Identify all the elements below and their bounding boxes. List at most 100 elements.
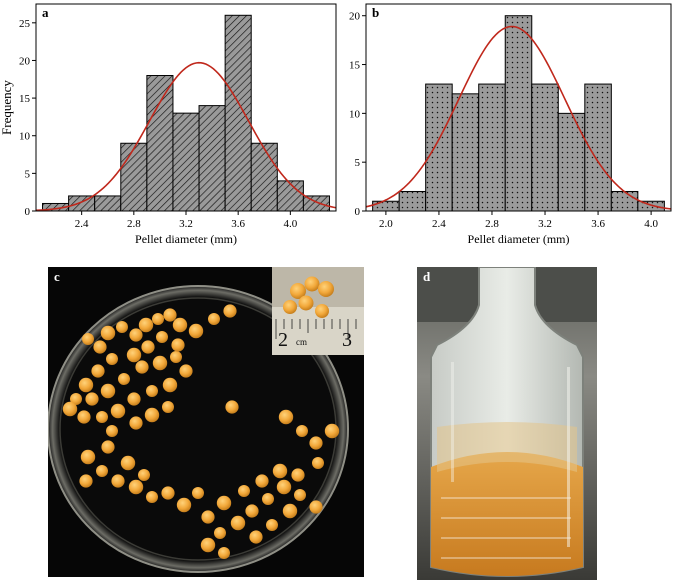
pellet [296,425,308,437]
bar-b-3 [451,93,480,212]
ytick-label-b-4: 20 [349,11,361,23]
pellet [70,393,82,405]
ruler-label-3: 3 [342,329,352,351]
pellet [100,325,116,341]
pellet [118,373,130,385]
panel-label-c: c [54,269,60,284]
xtick-label-b-1: 2.4 [432,218,446,230]
petri-dish-photo: 2 cm 3 c [48,267,364,577]
pellet [106,425,118,437]
pellet [216,495,232,511]
pellet [309,500,323,514]
xtick-label-b-4: 3.6 [591,218,605,230]
xaxis-label-a: Pellet diameter (mm) [135,232,237,246]
ytick-label-a-1: 5 [25,168,31,180]
pellet [218,547,230,559]
pellet [127,392,141,406]
xtick-label-a-2: 3.2 [179,218,193,230]
pellet [201,510,215,524]
pellet [146,491,158,503]
panel-label-a: a [42,5,49,20]
xtick-label-b-3: 3.2 [538,218,552,230]
bar-b-10 [637,200,665,212]
pellet [200,537,216,553]
pellet [176,497,192,513]
bar-a-6 [198,105,226,212]
pellet [152,313,164,325]
pellet [162,377,178,393]
pellet [116,321,128,333]
pellet [96,411,108,423]
pellet [146,385,158,397]
ytick-label-a-3: 15 [19,93,31,105]
pellet [278,409,294,425]
pellet [266,519,278,531]
pellet [77,410,91,424]
pellet [161,486,175,500]
bar-a-2 [94,195,122,212]
histogram-b: 0 5 10 15 20 2.0 2.4 2.8 3.2 3.6 4.0 Pellet diamete… [349,3,672,246]
pellet [188,323,204,339]
xtick-label-b-2: 2.8 [485,218,499,230]
pellet [230,515,246,531]
xtick-label-a-1: 2.8 [127,218,141,230]
ytick-label-b-2: 10 [349,108,361,120]
pellet [78,377,94,393]
pellet [225,400,239,414]
pellet [144,407,160,423]
bar-b-7 [557,112,586,212]
yaxis-label-a: Frequency [0,80,14,135]
pellet [141,340,155,354]
pellet [262,493,274,505]
bar-a-8 [250,142,278,212]
pellet [276,479,292,495]
pellet [214,527,226,539]
pellet [282,503,298,519]
pellet [291,468,305,482]
ytick-label-b-1: 5 [355,157,361,169]
ytick-label-a-5: 25 [19,18,31,30]
pellet [91,364,105,378]
ytick-label-a-0: 0 [25,206,31,218]
bottle-photo: d [417,267,597,580]
bar-b-6 [531,83,559,212]
pellet [255,474,269,488]
fit-curve-b [365,25,672,210]
bar-a-3 [120,142,148,212]
bar-a-5 [172,112,200,212]
xtick-label-a-0: 2.4 [75,218,89,230]
pellet [85,392,99,406]
pellet [106,353,118,365]
pellet [126,347,142,363]
bar-b-9 [610,190,639,212]
bar-a-4 [146,75,174,212]
ytick-label-b-3: 15 [349,60,361,72]
plot-frame-b [365,3,672,212]
panel-label-b: b [372,5,379,20]
pellet [129,416,143,430]
pellet [238,485,250,497]
bar-b-5 [504,15,533,212]
pellet [80,449,96,465]
pellet [172,317,188,333]
ruler-inset: 2 cm 3 [272,267,364,355]
bar-b-2 [425,83,453,212]
pellet [309,436,323,450]
pellet [101,440,115,454]
pellet [208,313,220,325]
pellet [96,465,108,477]
pellet [111,474,125,488]
pellet [138,317,154,333]
pellet [93,340,107,354]
pellet [135,360,149,374]
pellet [62,401,78,417]
ytick-label-a-4: 20 [19,55,31,67]
pellet [129,328,143,342]
pellet [156,331,168,343]
pellet [138,469,150,481]
pellet [245,504,259,518]
xtick-label-a-4: 4.0 [283,218,297,230]
ruler-label-cm: cm [296,337,307,347]
pellet [128,479,144,495]
